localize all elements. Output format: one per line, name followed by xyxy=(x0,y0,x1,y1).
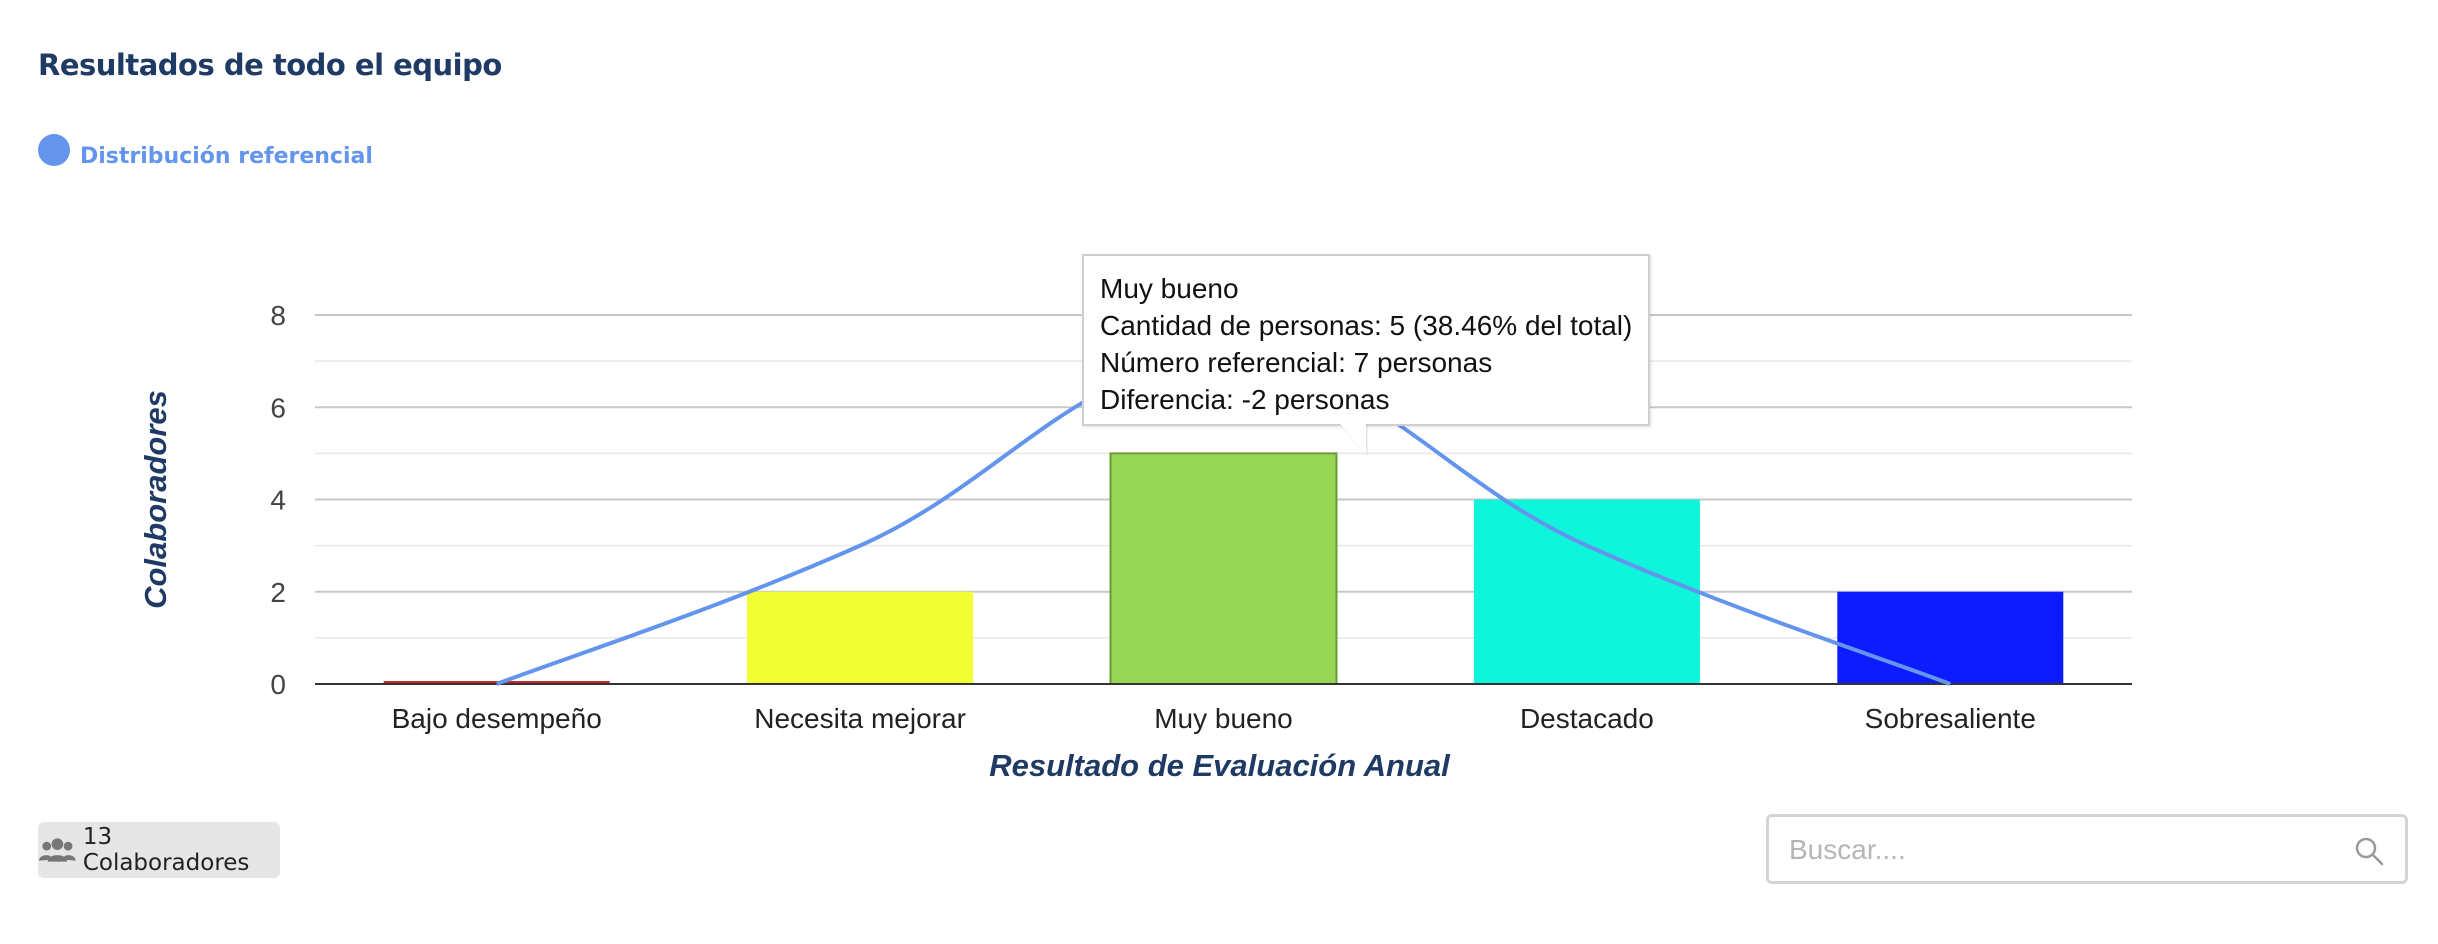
bar xyxy=(1473,499,1700,684)
x-axis-title: Resultado de Evaluación Anual xyxy=(989,748,1451,783)
section-title: Resultados de todo el equipo xyxy=(38,48,502,82)
y-tick-label: 0 xyxy=(270,669,286,700)
collaborators-badge[interactable]: 13 Colaboradores xyxy=(38,822,280,878)
x-tick-label: Destacado xyxy=(1520,703,1654,734)
tooltip-reference: Número referencial: 7 personas xyxy=(1100,347,1493,378)
search-input[interactable] xyxy=(1787,825,2331,875)
x-tick-label: Sobresaliente xyxy=(1865,703,2036,734)
tooltip-count: Cantidad de personas: 5 (38.46% del tota… xyxy=(1100,310,1633,341)
collaborators-count-label: 13 Colaboradores xyxy=(82,824,250,876)
tooltip-arrow xyxy=(1340,424,1366,454)
legend-label: Distribución referencial xyxy=(80,144,373,169)
tooltip-difference: Diferencia: -2 personas xyxy=(1100,384,1390,415)
y-tick-label: 4 xyxy=(270,485,286,516)
y-axis-title: Colaboradores xyxy=(138,390,173,609)
y-tick-label: 6 xyxy=(270,392,286,423)
legend-dot xyxy=(38,133,70,166)
x-tick-label: Bajo desempeño xyxy=(392,703,602,734)
legend-item-distribucion[interactable]: Distribución referencial xyxy=(38,130,373,169)
bar xyxy=(1109,452,1338,685)
x-tick-label: Muy bueno xyxy=(1154,703,1293,734)
search-field[interactable] xyxy=(1766,814,2408,884)
x-tick-label: Necesita mejorar xyxy=(754,703,966,734)
chart-tooltip: Muy bueno Cantidad de personas: 5 (38.46… xyxy=(1082,254,1650,426)
y-tick-label: 8 xyxy=(270,300,286,331)
users-icon xyxy=(38,838,76,862)
y-tick-label: 2 xyxy=(270,577,286,608)
bar xyxy=(747,591,974,684)
bar xyxy=(1837,591,2064,684)
search-icon[interactable] xyxy=(2353,835,2385,867)
tooltip-category: Muy bueno xyxy=(1100,273,1239,304)
